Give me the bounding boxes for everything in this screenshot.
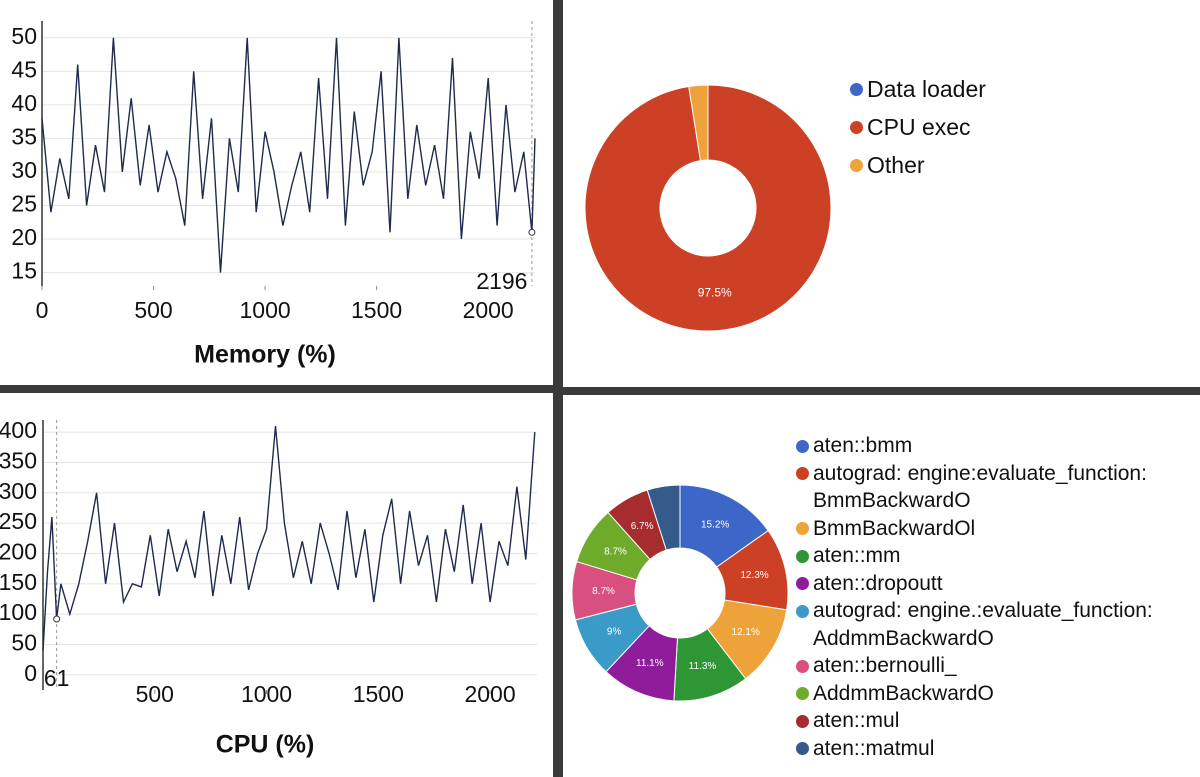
slice-label: 6.7%: [631, 521, 654, 532]
cursor-label: 61: [44, 665, 70, 691]
legend-item: autograd: engine:evaluate_function: BmmB…: [796, 460, 1181, 515]
legend-label: aten::dropoutt: [813, 571, 943, 595]
slice-label: 8.7%: [592, 586, 615, 597]
y-tick-label: 400: [0, 417, 37, 443]
y-tick-label: 25: [11, 191, 37, 217]
legend-label: aten::mm: [813, 544, 901, 567]
x-tick-label: 1500: [351, 297, 402, 323]
legend-label: aten::matmul: [813, 736, 935, 760]
legend-label: aten::bmm: [813, 434, 913, 457]
legend-item: aten::matmul: [796, 735, 1181, 763]
data-line: [42, 426, 536, 651]
x-tick-label: 0: [36, 297, 49, 323]
y-tick-label: 50: [11, 630, 37, 656]
slice-label: 11.1%: [636, 658, 664, 669]
donut-slice: [584, 84, 832, 332]
axis-title: Memory (%): [194, 341, 336, 369]
y-tick-label: 200: [0, 539, 37, 565]
donut-slice: [646, 484, 681, 551]
x-tick-label: 1000: [239, 297, 290, 323]
legend-item: aten::mul: [796, 707, 1181, 735]
legend-item: aten::bmm: [796, 432, 1181, 460]
slice-label: 11.3%: [689, 661, 717, 672]
legend-swatch: [796, 604, 809, 618]
divider: [553, 0, 563, 777]
legend-swatch: [796, 522, 809, 536]
legend-item: aten::bernoulli_: [796, 652, 1181, 680]
y-tick-label: 300: [0, 478, 37, 504]
x-tick-label: 500: [134, 297, 172, 323]
legend-swatch: [796, 439, 809, 453]
legend-swatch: [796, 549, 809, 563]
slice-label: 97.5%: [698, 285, 732, 299]
divider: [563, 387, 1200, 395]
data-line: [41, 37, 536, 273]
legend-item: BmmBackwardOl: [796, 515, 1181, 543]
y-tick-label: 50: [11, 23, 37, 49]
slice-label: 12.1%: [732, 627, 760, 638]
y-tick-label: 350: [0, 448, 37, 474]
y-tick-label: 20: [11, 224, 37, 250]
legend-swatch: [796, 467, 809, 481]
slice-label: 9%: [607, 627, 622, 638]
legend-label: autograd: engine:evaluate_function: BmmB…: [813, 461, 1147, 513]
x-tick-label: 2000: [464, 681, 515, 707]
y-tick-label: 250: [0, 508, 37, 534]
legend-swatch: [850, 121, 863, 134]
legend-label: autograd: engine.:evaluate_function: Add…: [813, 599, 1153, 650]
legend-swatch: [796, 687, 809, 701]
slice-label: 15.2%: [701, 520, 729, 531]
slice-label: 12.3%: [740, 570, 768, 581]
y-tick-label: 30: [11, 157, 37, 183]
legend-label: Data loader: [867, 76, 986, 102]
divider: [0, 385, 553, 393]
x-tick-label: 1000: [241, 681, 292, 707]
y-tick-label: 0: [24, 660, 37, 686]
x-tick-label: 1500: [353, 681, 404, 707]
legend-item: aten::dropoutt: [796, 570, 1181, 598]
legend-swatch: [850, 159, 863, 172]
legend-item: autograd: engine.:evaluate_function: Add…: [796, 597, 1181, 652]
legend-swatch: [796, 714, 809, 728]
cursor-label: 2196: [476, 268, 527, 294]
legend-swatch: [796, 742, 809, 756]
y-tick-label: 150: [0, 569, 37, 595]
legend-label: aten::mul: [813, 709, 900, 732]
legend-label: BmmBackwardOl: [813, 516, 976, 540]
legend-label: AddmmBackwardO: [813, 681, 994, 705]
slice-label: 8.7%: [604, 546, 627, 557]
y-tick-label: 35: [11, 123, 37, 149]
cursor-point: [528, 228, 536, 236]
legend-label: CPU exec: [867, 114, 971, 140]
legend-label: aten::bernoulli_: [813, 654, 957, 677]
legend-label: Other: [867, 152, 925, 178]
y-tick-label: 40: [11, 90, 37, 116]
x-tick-label: 500: [136, 681, 174, 707]
y-tick-label: 100: [0, 599, 37, 625]
legend-swatch: [796, 659, 809, 673]
legend: Data loader CPU exec Other: [850, 70, 1150, 184]
donut-slice: [688, 84, 709, 162]
y-tick-label: 15: [11, 258, 37, 284]
y-tick-label: 45: [11, 56, 37, 82]
legend-swatch: [850, 83, 863, 96]
x-tick-label: 2000: [463, 297, 514, 323]
cursor-point: [53, 615, 61, 623]
legend-item: aten::mm: [796, 542, 1181, 570]
legend-swatch: [796, 577, 809, 591]
legend-item: AddmmBackwardO: [796, 680, 1181, 708]
axis-title: CPU (%): [216, 731, 315, 759]
legend-item: CPU exec: [850, 108, 1150, 146]
legend-item: Data loader: [850, 70, 1150, 108]
legend-item: Other: [850, 146, 1150, 184]
